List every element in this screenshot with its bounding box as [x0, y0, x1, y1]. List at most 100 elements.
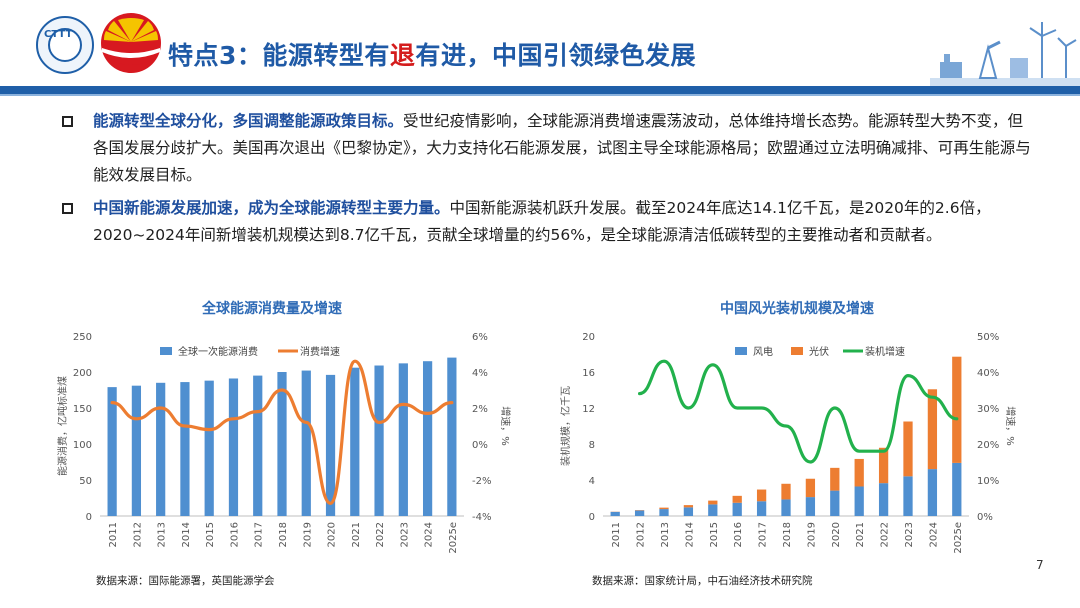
bar-全球一次能源消费 — [422, 361, 433, 516]
institute-logo: CTTT — [36, 16, 94, 74]
bar-全球一次能源消费 — [277, 372, 287, 516]
bar-全球一次能源消费 — [398, 363, 408, 516]
bar-光伏 — [683, 505, 694, 508]
bar-光伏 — [732, 495, 742, 503]
header-divider — [0, 86, 1080, 94]
y2-tick-label: 6% — [472, 332, 488, 343]
bar-全球一次能源消费 — [107, 387, 117, 516]
x-tick-label: 2020 — [327, 522, 338, 547]
y2-tick-label: 40% — [977, 368, 999, 379]
slide-header: CTTT 特点3：能源转型有退有进，中国引领绿色发展 — [0, 0, 1080, 96]
bar-光伏 — [927, 389, 938, 470]
x-tick-label: 2024 — [424, 522, 435, 547]
bar-光伏 — [805, 478, 816, 498]
legend-swatch — [160, 347, 172, 355]
y2-axis-label: 增速，% — [1004, 406, 1017, 446]
bar-风电 — [805, 497, 816, 516]
y-tick-label: 250 — [73, 332, 92, 343]
bar-全球一次能源消费 — [350, 367, 360, 516]
y-tick-label: 0 — [86, 512, 92, 523]
legend-swatch — [791, 347, 803, 355]
x-tick-label: 2022 — [375, 522, 386, 547]
bar-风电 — [610, 511, 620, 516]
bar-光伏 — [659, 507, 669, 510]
bar-全球一次能源消费 — [301, 370, 311, 516]
bar-风电 — [732, 502, 742, 516]
x-tick-label: 2023 — [399, 522, 410, 547]
x-tick-label: 2011 — [611, 522, 622, 547]
y2-tick-label: 2% — [472, 404, 488, 415]
bullet-text: 受世纪疫情影响，全球能源消费增速震荡波动，总体维持增长态势。能源转型大势不变，但… — [93, 112, 1031, 184]
x-tick-label: 2013 — [660, 522, 671, 547]
y2-axis-label: 增速，% — [499, 406, 512, 446]
y-tick-label: 8 — [589, 440, 595, 451]
line-消费增速 — [110, 359, 454, 506]
bullet-item: 能源转型全球分化，多国调整能源政策目标。受世纪疫情影响，全球能源消费增速震荡波动… — [60, 108, 1035, 189]
chart-source-china-wind-solar: 数据来源：国家统计局，中石油经济技术研究院 — [592, 575, 813, 587]
y2-tick-label: 10% — [977, 476, 999, 487]
y-tick-label: 100 — [73, 440, 92, 451]
x-tick-label: 2024 — [928, 522, 939, 547]
bar-全球一次能源消费 — [156, 382, 166, 516]
chart-china-wind-solar: 0 4 8 12 16 20 0% 10% 20% 30% 40% 50% 装机规模，亿千瓦 增速，% 20… — [559, 332, 1017, 554]
x-tick-label: 2016 — [229, 522, 240, 547]
bar-光伏 — [878, 447, 889, 484]
bar-全球一次能源消费 — [374, 365, 384, 516]
bar-风电 — [634, 510, 645, 516]
y2-tick-label: 4% — [472, 368, 488, 379]
line-装机增速 — [638, 359, 959, 464]
x-tick-label: 2018 — [782, 522, 793, 547]
bar-全球一次能源消费 — [180, 382, 190, 516]
x-tick-label: 2017 — [254, 522, 265, 547]
y-tick-label: 16 — [582, 368, 595, 379]
x-tick-label: 2020 — [831, 522, 842, 547]
bar-全球一次能源消费 — [204, 380, 214, 516]
chart-title-global-energy: 全球能源消费量及增速 — [202, 301, 342, 317]
institute-logo-mark: CTTT — [44, 29, 73, 40]
x-tick-label: 2023 — [904, 522, 915, 547]
bar-风电 — [708, 504, 718, 516]
x-tick-label: 2015 — [205, 522, 216, 547]
bar-风电 — [903, 476, 913, 516]
bar-光伏 — [756, 489, 767, 502]
header-divider-thin — [0, 94, 1080, 96]
x-tick-label: 2014 — [181, 522, 192, 547]
energy-illustration — [930, 22, 1080, 88]
y2-tick-label: 0% — [977, 512, 993, 523]
x-tick-label: 2012 — [636, 522, 647, 547]
x-tick-label: 2022 — [880, 522, 891, 547]
y-tick-label: 12 — [582, 404, 595, 415]
bar-全球一次能源消费 — [447, 357, 457, 516]
x-tick-label: 2018 — [278, 522, 289, 547]
bar-风电 — [756, 501, 767, 516]
bar-光伏 — [854, 458, 864, 487]
x-tick-label: 2025e — [953, 522, 964, 554]
bar-风电 — [854, 486, 864, 516]
chart-title-china-wind-solar: 中国风光装机规模及增速 — [720, 301, 874, 317]
x-tick-label: 2019 — [302, 522, 313, 547]
y2-tick-label: -4% — [472, 512, 491, 523]
legend-label: 全球一次能源消费 — [178, 345, 258, 358]
x-tick-label: 2016 — [733, 522, 744, 547]
bullet-heading: 能源转型全球分化，多国调整能源政策目标。 — [93, 112, 404, 130]
bullet-square-icon — [62, 116, 73, 127]
bar-风电 — [927, 469, 938, 516]
y-tick-label: 4 — [589, 476, 595, 487]
bar-全球一次能源消费 — [325, 374, 336, 516]
legend-label: 消费增速 — [300, 345, 340, 358]
legend-label: 装机增速 — [865, 345, 905, 358]
y2-tick-label: 50% — [977, 332, 999, 343]
bar-全球一次能源消费 — [253, 375, 263, 516]
bullet-text: 中国新能源装机跃升发展。截至2024年底达14.1亿千瓦，是2020年的2.6倍… — [93, 199, 991, 244]
y-axis-label: 能源消费，亿吨标准煤 — [56, 376, 69, 476]
bar-风电 — [781, 499, 791, 516]
x-tick-label: 2021 — [855, 522, 866, 547]
x-tick-label: 2017 — [758, 522, 769, 547]
bar-风电 — [830, 490, 840, 516]
y2-tick-label: -2% — [472, 476, 491, 487]
chart-global-energy: 0 50 100 150 200 250 -4% -2% 0% 2% 4% 6% 能源消费，亿吨标准煤 增… — [56, 332, 512, 554]
legend-label: 风电 — [753, 345, 773, 358]
bullet-list: 能源转型全球分化，多国调整能源政策目标。受世纪疫情影响，全球能源消费增速震荡波动… — [60, 108, 1035, 255]
x-tick-label: 2011 — [108, 522, 119, 547]
bar-光伏 — [830, 467, 840, 491]
